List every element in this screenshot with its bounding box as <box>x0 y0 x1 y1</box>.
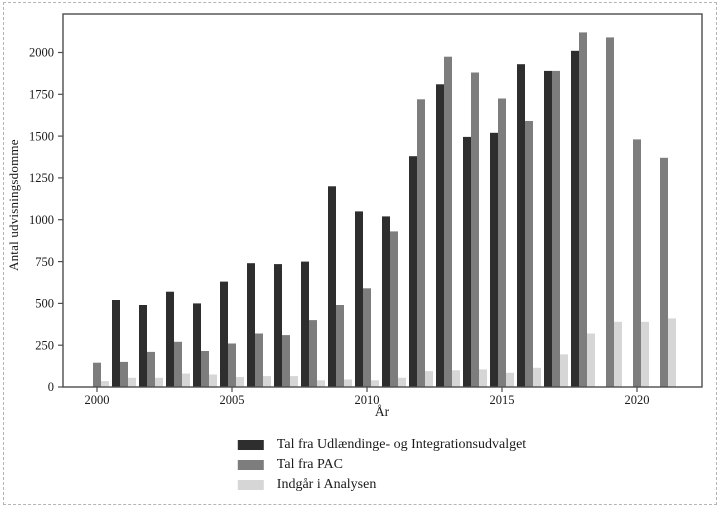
bar <box>525 121 533 387</box>
bar <box>355 211 363 387</box>
legend-row-udlaendingeudvalget: Tal fra Udlændinge- og Integrationsudval… <box>237 437 527 452</box>
bar <box>174 341 182 387</box>
bar <box>463 136 471 387</box>
bar <box>290 376 298 387</box>
bar <box>587 333 595 387</box>
bar <box>633 139 641 387</box>
x-axis-label: År <box>374 404 390 419</box>
bar <box>641 321 649 387</box>
bar <box>544 70 552 388</box>
bar <box>571 50 579 388</box>
x-tick-label: 2000 <box>85 393 110 407</box>
bar <box>668 318 676 387</box>
bar <box>166 291 174 387</box>
legend-label-analysen: Indgår i Analysen <box>276 477 377 492</box>
bar <box>579 32 587 388</box>
bar <box>506 372 514 387</box>
bar <box>155 377 163 387</box>
x-axis-ticks: 2000 2005 2010 2015 2020 <box>85 387 650 407</box>
x-tick-label: 2010 <box>355 393 380 407</box>
x-tick-label: 2015 <box>490 393 515 407</box>
bar <box>409 156 417 387</box>
bar <box>263 376 271 387</box>
bar <box>382 216 390 387</box>
y-axis-ticks: 0 250 500 750 1000 1250 1500 1750 2000 <box>29 46 63 394</box>
legend-swatch-udlaendingeudvalget <box>237 440 264 450</box>
bar <box>479 369 487 387</box>
bar <box>274 264 282 387</box>
x-tick-label: 2020 <box>625 393 650 407</box>
bar <box>255 333 263 387</box>
legend-swatch-analysen <box>237 480 264 490</box>
bar <box>317 380 325 387</box>
y-tick-label: 1500 <box>29 129 54 143</box>
series-1-bars <box>93 32 668 388</box>
bar <box>93 362 101 387</box>
bar <box>301 261 309 387</box>
y-tick-label: 1750 <box>29 88 54 102</box>
bar <box>344 379 352 387</box>
plot-box <box>62 13 703 388</box>
bar <box>201 351 209 387</box>
bar <box>336 305 344 387</box>
bar <box>660 157 668 387</box>
bar <box>560 354 568 387</box>
bar <box>444 56 452 387</box>
bar <box>517 64 525 387</box>
bar <box>436 84 444 388</box>
bar <box>309 320 317 387</box>
y-tick-label: 500 <box>35 297 54 311</box>
bar <box>398 377 406 387</box>
y-tick-label: 250 <box>35 338 54 352</box>
bar <box>471 72 479 387</box>
bar <box>236 377 244 387</box>
y-tick-label: 1250 <box>29 171 54 185</box>
bar <box>209 374 217 387</box>
chart-legend: Tal fra Udlændinge- og Integrationsudval… <box>237 437 527 492</box>
bar <box>452 370 460 387</box>
bar <box>490 132 498 387</box>
y-tick-label: 1000 <box>29 213 54 227</box>
series-0-bars <box>112 50 579 388</box>
legend-row-pac: Tal fra PAC <box>237 457 526 472</box>
y-axis-label: Antal udvisningsdomme <box>6 139 21 271</box>
bar <box>552 70 560 388</box>
legend-swatch-pac <box>237 460 264 470</box>
bar <box>533 367 541 387</box>
y-tick-label: 750 <box>35 255 54 269</box>
bar <box>101 381 109 387</box>
bar <box>328 186 336 387</box>
bar <box>128 377 136 387</box>
bar <box>417 99 425 388</box>
bar <box>371 380 379 387</box>
bar <box>182 373 190 387</box>
legend-label-udlaendingeudvalget: Tal fra Udlændinge- og Integrationsudval… <box>276 437 527 452</box>
y-tick-label: 0 <box>48 380 54 394</box>
x-tick-label: 2005 <box>220 393 245 407</box>
bar <box>498 98 506 387</box>
bar <box>363 288 371 387</box>
bar <box>193 303 201 387</box>
bar <box>139 305 147 387</box>
bar <box>220 281 228 387</box>
bar <box>247 263 255 387</box>
bar <box>120 361 128 387</box>
bar <box>282 335 290 387</box>
legend-row-analysen: Indgår i Analysen <box>237 477 526 492</box>
bar <box>390 231 398 387</box>
bar <box>614 321 622 387</box>
bar <box>112 300 120 387</box>
bar <box>606 37 614 388</box>
legend-label-pac: Tal fra PAC <box>276 457 343 472</box>
bar <box>425 371 433 387</box>
series-2-bars <box>101 318 676 387</box>
bar <box>228 343 236 387</box>
y-tick-label: 2000 <box>29 46 54 60</box>
bar <box>147 351 155 387</box>
